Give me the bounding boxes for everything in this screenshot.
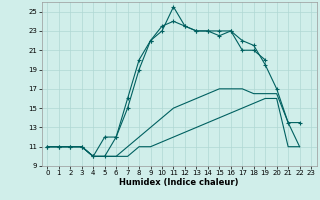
X-axis label: Humidex (Indice chaleur): Humidex (Indice chaleur) bbox=[119, 178, 239, 187]
